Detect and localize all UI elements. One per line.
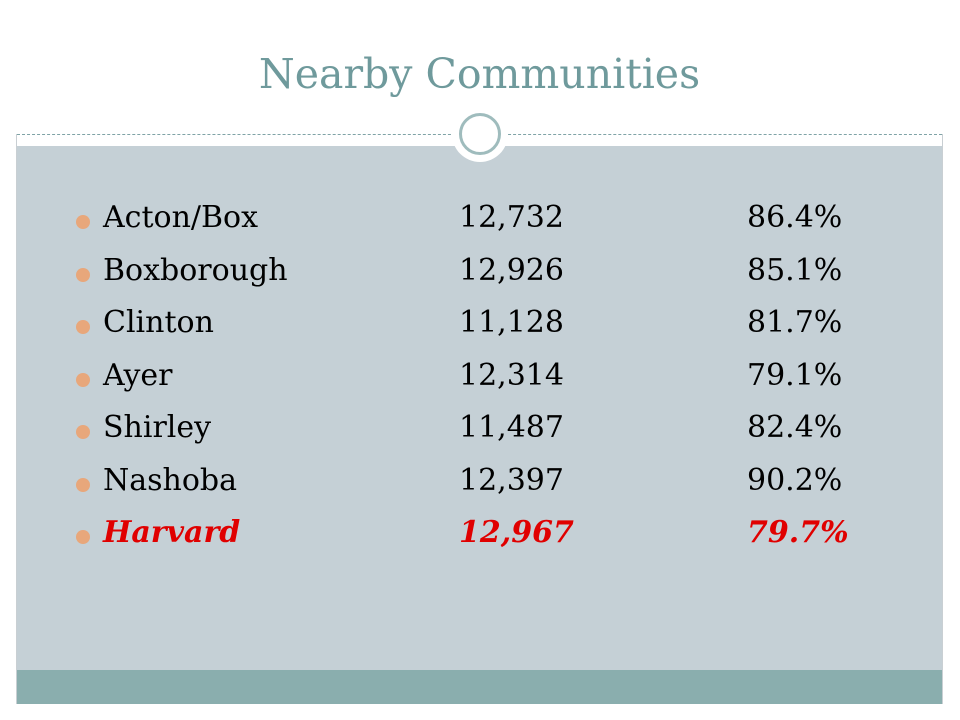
community-income: 11,487 [459,410,564,445]
bullet-icon [76,477,90,492]
community-percent: 86.4% [747,200,843,235]
list-item: Acton/Box 12,732 86.4% [76,200,916,253]
community-name: Ayer [103,357,173,393]
bullet-icon [76,425,90,439]
community-name: Acton/Box [103,200,259,235]
community-percent: 82.4% [747,410,843,445]
list-item: Shirley 11,487 82.4% [76,410,916,463]
list-item: Boxborough 12,926 85.1% [76,253,916,306]
community-percent: 81.7% [747,305,843,340]
community-income: 12,967 [459,515,574,550]
community-name: Clinton [103,305,214,340]
bullet-icon [76,530,90,544]
community-income: 12,397 [459,462,564,498]
community-percent: 79.7% [747,515,849,550]
community-percent: 79.1% [747,357,843,393]
community-income: 12,314 [459,357,564,393]
community-percent: 85.1% [747,252,843,288]
bullet-icon [76,215,90,229]
community-name: Shirley [103,410,212,445]
community-name: Harvard [103,515,241,550]
community-percent: 90.2% [747,462,843,498]
ring-icon [459,113,501,155]
community-list: Acton/Box 12,732 86.4% Boxborough 12,926… [76,200,916,568]
footer-bar [17,670,942,704]
community-income: 11,128 [459,305,564,340]
list-item: Ayer 12,314 79.1% [76,358,916,411]
list-item: Nashoba 12,397 90.2% [76,463,916,516]
bullet-icon [76,320,90,334]
list-item: Clinton 11,128 81.7% [76,305,916,358]
bullet-icon [76,267,90,282]
community-income: 12,732 [459,200,564,235]
community-name: Boxborough [103,252,288,288]
bullet-icon [76,372,90,387]
list-item-highlighted: Harvard 12,967 79.7% [76,515,916,568]
content-panel [17,146,942,670]
slide-title: Nearby Communities [258,50,701,98]
circle-ornament-icon [452,106,508,162]
community-income: 12,926 [459,252,564,288]
community-name: Nashoba [103,462,238,498]
